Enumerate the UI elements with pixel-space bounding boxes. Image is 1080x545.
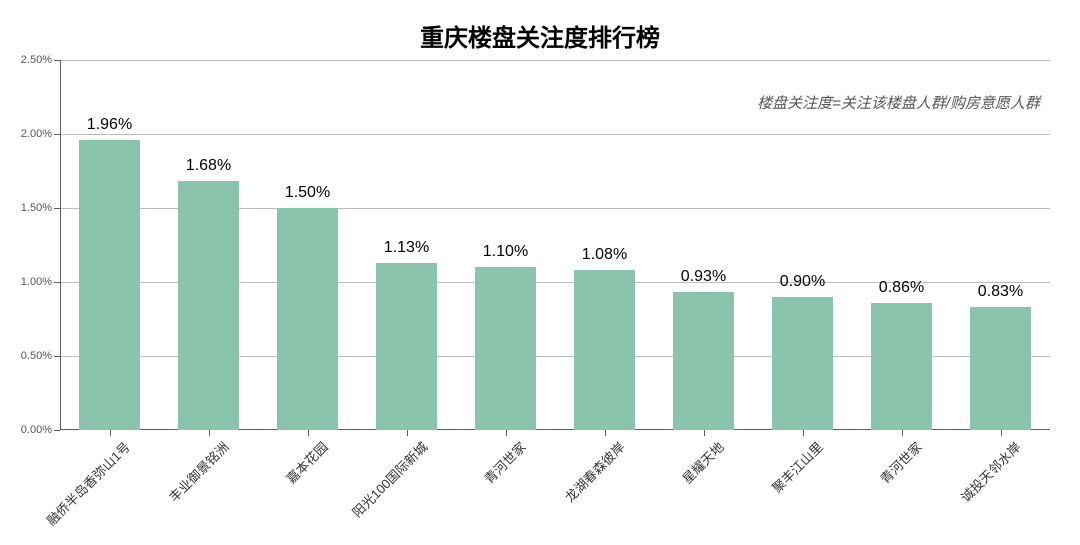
bar-value-label: 1.13% bbox=[384, 239, 429, 257]
bar-value-label: 0.83% bbox=[978, 283, 1023, 301]
plot-area: 0.00%0.50%1.00%1.50%2.00%2.50% 1.96%1.68… bbox=[60, 60, 1050, 430]
bar: 1.50% bbox=[277, 208, 338, 430]
y-tick-label: 1.00% bbox=[21, 276, 60, 288]
x-category-label: 青河世家 bbox=[869, 430, 926, 487]
bar: 1.96% bbox=[79, 140, 140, 430]
x-category-label: 龙湖春森彼岸 bbox=[553, 430, 629, 506]
bars-group: 1.96% 1.68% 1.50% 1.13% 1.10% 1.08% 0.93% 0.90%… bbox=[60, 60, 1050, 430]
bar: 1.68% bbox=[178, 181, 239, 430]
bar-value-label: 1.68% bbox=[186, 157, 231, 175]
chart-title: 重庆楼盘关注度排行榜 bbox=[0, 18, 1080, 53]
bar-value-label: 1.10% bbox=[483, 243, 528, 261]
bar-value-label: 1.08% bbox=[582, 246, 627, 264]
y-tick-label: 0.50% bbox=[21, 350, 60, 362]
y-tick-label: 0.00% bbox=[21, 424, 60, 436]
x-category-label: 丰业御景铭洲 bbox=[157, 430, 233, 506]
x-category-label: 融侨半岛香弥山1号 bbox=[35, 430, 134, 529]
x-category-label: 诚投天邻水岸 bbox=[949, 430, 1025, 506]
bar: 1.08% bbox=[574, 270, 635, 430]
y-tick-label: 2.50% bbox=[21, 54, 60, 66]
x-category-label: 嘉本花园 bbox=[275, 430, 332, 487]
bar: 1.10% bbox=[475, 267, 536, 430]
x-category-label: 聚丰江山里 bbox=[761, 430, 827, 496]
bar: 0.90% bbox=[772, 297, 833, 430]
bar-value-label: 0.90% bbox=[780, 273, 825, 291]
chart-container: 重庆楼盘关注度排行榜 楼盘关注度=关注该楼盘人群/购房意愿人群 0.00%0.5… bbox=[0, 0, 1080, 545]
y-tick-label: 2.00% bbox=[21, 128, 60, 140]
bar-value-label: 1.96% bbox=[87, 116, 132, 134]
bar-value-label: 0.86% bbox=[879, 279, 924, 297]
bar: 0.83% bbox=[970, 307, 1031, 430]
bar: 0.86% bbox=[871, 303, 932, 430]
y-tick-label: 1.50% bbox=[21, 202, 60, 214]
bar: 1.13% bbox=[376, 263, 437, 430]
bar-value-label: 1.50% bbox=[285, 184, 330, 202]
bar-value-label: 0.93% bbox=[681, 268, 726, 286]
x-category-label: 阳光100国际新城 bbox=[340, 430, 431, 521]
x-category-label: 青河世家 bbox=[473, 430, 530, 487]
x-category-label: 星耀天地 bbox=[671, 430, 728, 487]
bar: 0.93% bbox=[673, 292, 734, 430]
